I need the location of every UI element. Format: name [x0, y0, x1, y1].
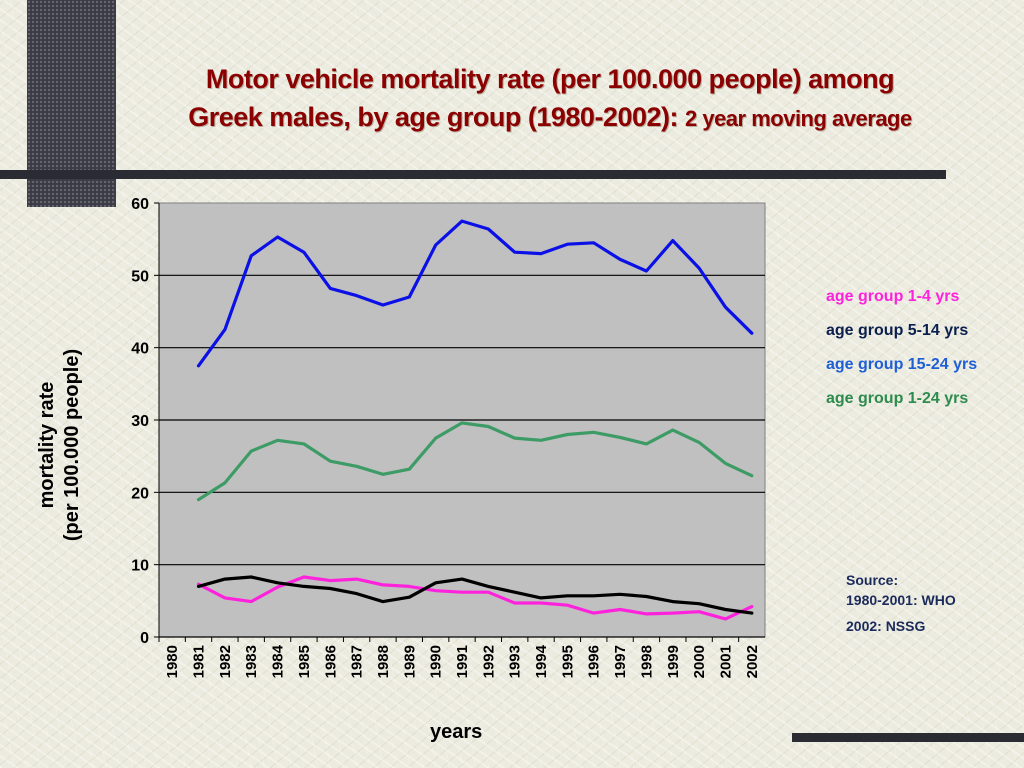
y-axis-label: mortality rate (per 100.000 people) [35, 295, 85, 595]
x-tick-label: 1987 [349, 645, 366, 678]
series-line-4 [196, 421, 754, 502]
x-tick-label: 1982 [217, 645, 234, 678]
x-tick-label: 1995 [559, 645, 576, 678]
title-line-1: Motor vehicle mortality rate (per 100.00… [205, 64, 895, 94]
x-tick-label: 1997 [612, 645, 629, 678]
y-tick-label: 40 [131, 341, 149, 358]
x-tick-label: 1992 [480, 645, 497, 678]
series-line-1 [196, 575, 754, 621]
y-tick-label: 60 [131, 196, 149, 213]
x-tick-label: 1999 [665, 645, 682, 678]
legend-entry-1: age group 1-4 yrs [826, 288, 960, 305]
x-tick-label: 1993 [507, 645, 524, 678]
y-axis-label-line-2: (per 100.000 people) [61, 348, 83, 542]
x-tick-label: 1991 [454, 645, 471, 678]
chart-legend: age group 1-4 yrs age group 5-14 yrs age g… [826, 286, 977, 422]
x-tick-label: 1988 [375, 645, 392, 678]
y-tick-label: 10 [131, 558, 149, 575]
x-tick-label: 1985 [296, 645, 313, 678]
x-tick-label: 2002 [744, 645, 761, 678]
x-axis-label: years [430, 721, 483, 743]
y-axis-label-line-1: mortality rate [36, 381, 58, 509]
y-tick-label: 20 [131, 485, 149, 502]
x-tick-label: 1994 [533, 644, 550, 678]
legend-entry-4: age group 1-24 yrs [826, 390, 969, 407]
x-tick-label: 1984 [270, 644, 287, 678]
x-tick-label: 1989 [401, 645, 418, 678]
series-line-3 [196, 219, 754, 368]
title-line-2: Greek males, by age group (1980-2002): 2… [140, 98, 960, 138]
source-line-2: 2002: NSSG [846, 618, 926, 634]
series-line-2 [196, 575, 754, 615]
y-tick-label: 30 [131, 413, 149, 430]
x-tick-label: 1981 [191, 645, 208, 678]
decorative-top-bar [0, 170, 946, 179]
slide-title: Motor vehicle mortality rate (per 100.00… [140, 60, 960, 138]
legend-entry-3: age group 15-24 yrs [826, 356, 978, 373]
source-note: Source: 1980-2001: WHO 2002: NSSG [846, 570, 956, 636]
source-heading: Source: [846, 572, 899, 588]
decorative-bottom-bar [792, 733, 1024, 742]
y-tick-label: 50 [131, 268, 149, 285]
x-tick-label: 1996 [586, 645, 603, 678]
x-tick-label: 1980 [164, 645, 181, 678]
x-tick-label: 1986 [322, 645, 339, 678]
x-tick-label: 2001 [717, 645, 734, 678]
title-line-2-sub: 2 year moving average [684, 106, 912, 131]
x-tick-label: 1990 [428, 645, 445, 678]
x-tick-label: 1998 [638, 645, 655, 678]
source-line-1: 1980-2001: WHO [846, 592, 956, 608]
title-line-2-main: Greek males, by age group (1980-2002): [188, 102, 685, 132]
legend-entry-2: age group 5-14 yrs [826, 322, 969, 339]
x-tick-label: 1983 [243, 645, 260, 678]
x-tick-label: 2000 [691, 645, 708, 678]
y-tick-label: 0 [140, 630, 149, 647]
